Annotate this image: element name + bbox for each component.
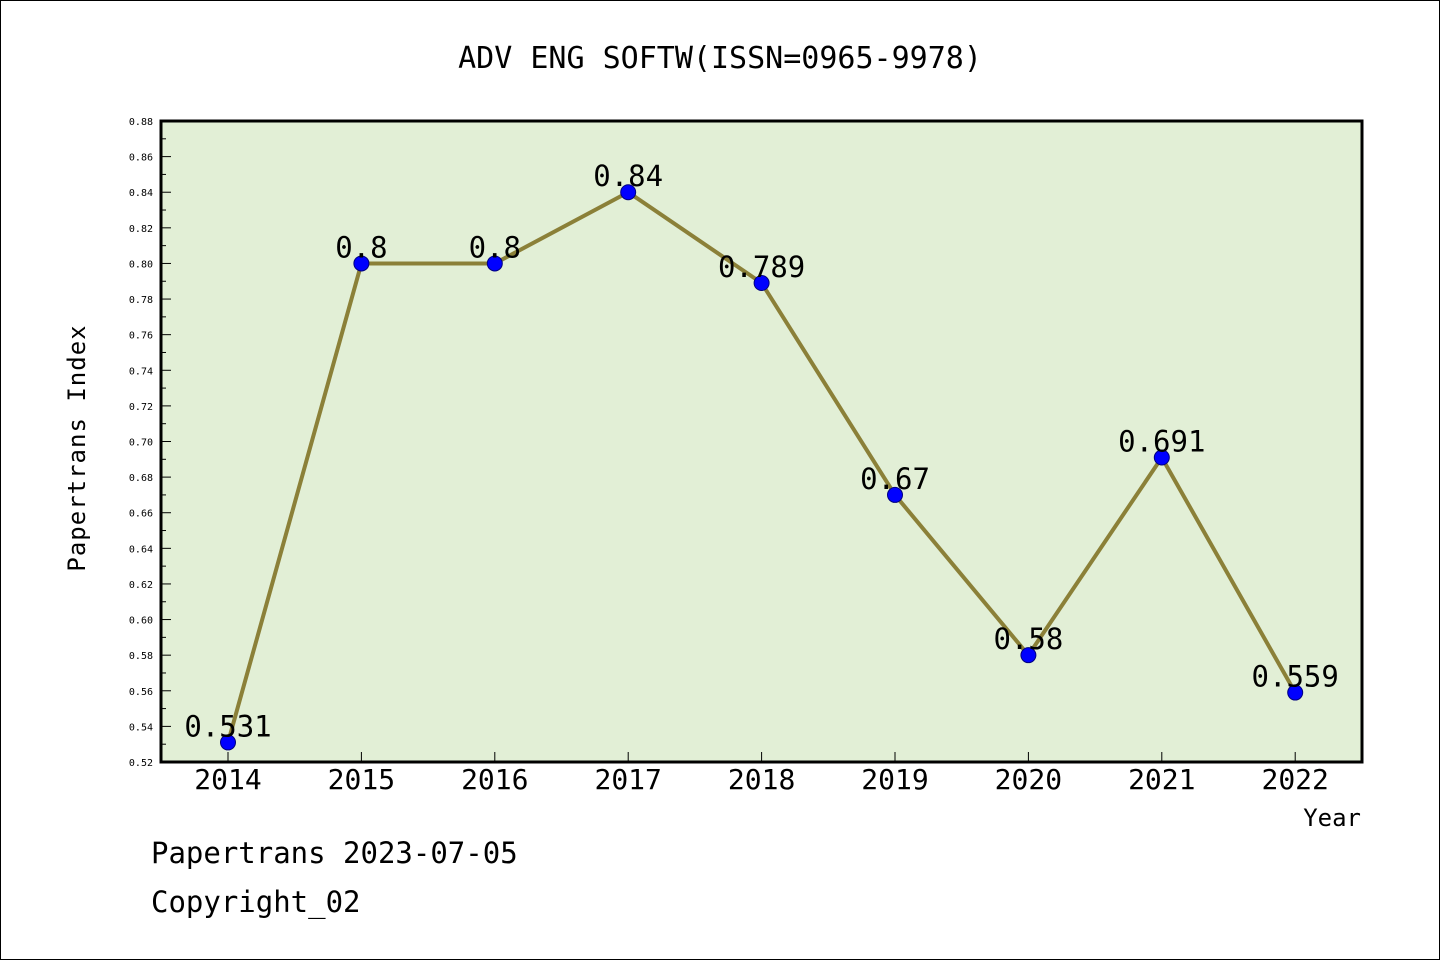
x-tick-label: 2017 <box>594 763 661 796</box>
y-tick-label: 0.88 <box>129 117 153 128</box>
y-axis: 0.52 0.54 0.56 0.58 0.60 0.62 0.64 0.66 0.68 0.70… <box>129 117 171 769</box>
data-label: 0.8 <box>469 230 521 264</box>
footer-copyright: Copyright_02 <box>151 885 361 919</box>
data-point <box>753 275 770 292</box>
data-label: 0.559 <box>1252 660 1339 694</box>
y-tick-label: 0.60 <box>129 616 153 627</box>
y-tick-label: 0.84 <box>129 188 153 199</box>
data-label: 0.531 <box>184 709 271 743</box>
chart-title: ADV ENG SOFTW(ISSN=0965-9978) <box>458 41 982 76</box>
data-point <box>887 486 903 503</box>
y-axis-label: Papertrans Index <box>63 324 91 571</box>
x-tick-label: 2018 <box>728 763 795 796</box>
x-tick-label: 2019 <box>861 763 928 796</box>
y-tick-label: 0.66 <box>129 509 153 520</box>
y-tick-label: 0.78 <box>129 295 153 306</box>
y-tick-label: 0.86 <box>129 153 153 164</box>
y-tick-label: 0.74 <box>129 366 153 377</box>
y-tick-label: 0.80 <box>129 259 153 270</box>
data-label: 0.58 <box>993 622 1063 656</box>
data-point <box>220 734 236 751</box>
x-axis-label: Year <box>1303 804 1361 832</box>
x-tick-label: 2022 <box>1261 763 1328 796</box>
data-label: 0.789 <box>718 250 805 284</box>
data-label: 0.84 <box>593 159 663 193</box>
y-tick-label: 0.82 <box>129 224 153 235</box>
data-point <box>486 255 503 272</box>
y-tick-label: 0.64 <box>129 544 153 555</box>
y-tick-label: 0.58 <box>129 651 153 662</box>
data-label: 0.8 <box>335 230 387 264</box>
data-label: 0.67 <box>860 462 930 496</box>
y-tick-label: 0.68 <box>129 473 153 484</box>
data-point <box>620 184 637 201</box>
y-tick-label: 0.76 <box>129 331 153 342</box>
x-tick-label: 2016 <box>461 763 528 796</box>
y-tick-label: 0.70 <box>129 438 153 449</box>
data-label: 0.691 <box>1118 425 1205 459</box>
series: 0.531 0.8 0.8 0.84 0.789 0.67 0.58 0.691 0.559 <box>184 159 1339 751</box>
data-point <box>1153 449 1170 466</box>
x-tick-label: 2021 <box>1128 763 1195 796</box>
y-tick-label: 0.52 <box>129 758 153 769</box>
data-point <box>1287 684 1304 701</box>
x-axis: 2014 2015 2016 2017 2018 2019 2020 2021 2022 <box>194 752 1329 796</box>
footer-date: Papertrans 2023-07-05 <box>151 836 518 870</box>
y-tick-label: 0.62 <box>129 580 153 591</box>
plot-area <box>159 119 1364 764</box>
y-tick-label: 0.72 <box>129 402 153 413</box>
x-tick-label: 2014 <box>194 763 261 796</box>
x-tick-label: 2020 <box>995 763 1062 796</box>
y-tick-label: 0.56 <box>129 687 153 698</box>
data-point <box>353 255 370 272</box>
x-tick-label: 2015 <box>328 763 395 796</box>
data-point <box>1020 647 1037 664</box>
y-tick-label: 0.54 <box>129 722 153 733</box>
